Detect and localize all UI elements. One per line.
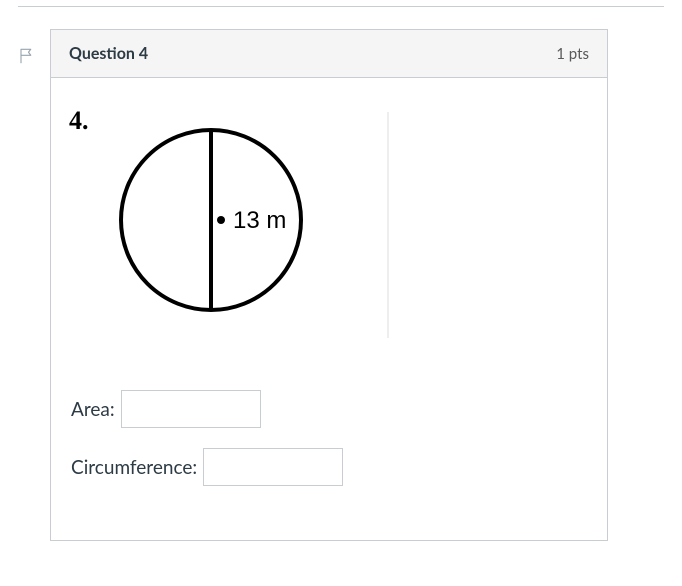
radius-label: 13 m bbox=[233, 207, 286, 234]
question-box: Question 4 1 pts 4. 13 m Area: Circumfer… bbox=[50, 29, 608, 541]
top-divider bbox=[18, 6, 664, 7]
figure-area: 4. 13 m bbox=[71, 106, 587, 366]
circumference-input[interactable] bbox=[203, 448, 343, 486]
question-points: 1 pts bbox=[556, 45, 589, 63]
circle-diagram: 13 m bbox=[111, 110, 371, 340]
area-input[interactable] bbox=[121, 390, 261, 428]
circumference-label: Circumference: bbox=[71, 456, 197, 479]
figure-number: 4. bbox=[69, 106, 89, 136]
question-body: 4. 13 m Area: Circumference: bbox=[51, 78, 607, 540]
question-title: Question 4 bbox=[69, 44, 148, 63]
figure-right-edge bbox=[387, 112, 389, 338]
question-wrapper: Question 4 1 pts 4. 13 m Area: Circumfer… bbox=[18, 29, 664, 541]
area-label: Area: bbox=[71, 398, 115, 421]
question-header: Question 4 1 pts bbox=[51, 30, 607, 78]
circumference-row: Circumference: bbox=[71, 448, 587, 486]
flag-icon[interactable] bbox=[18, 47, 36, 65]
area-row: Area: bbox=[71, 390, 587, 428]
